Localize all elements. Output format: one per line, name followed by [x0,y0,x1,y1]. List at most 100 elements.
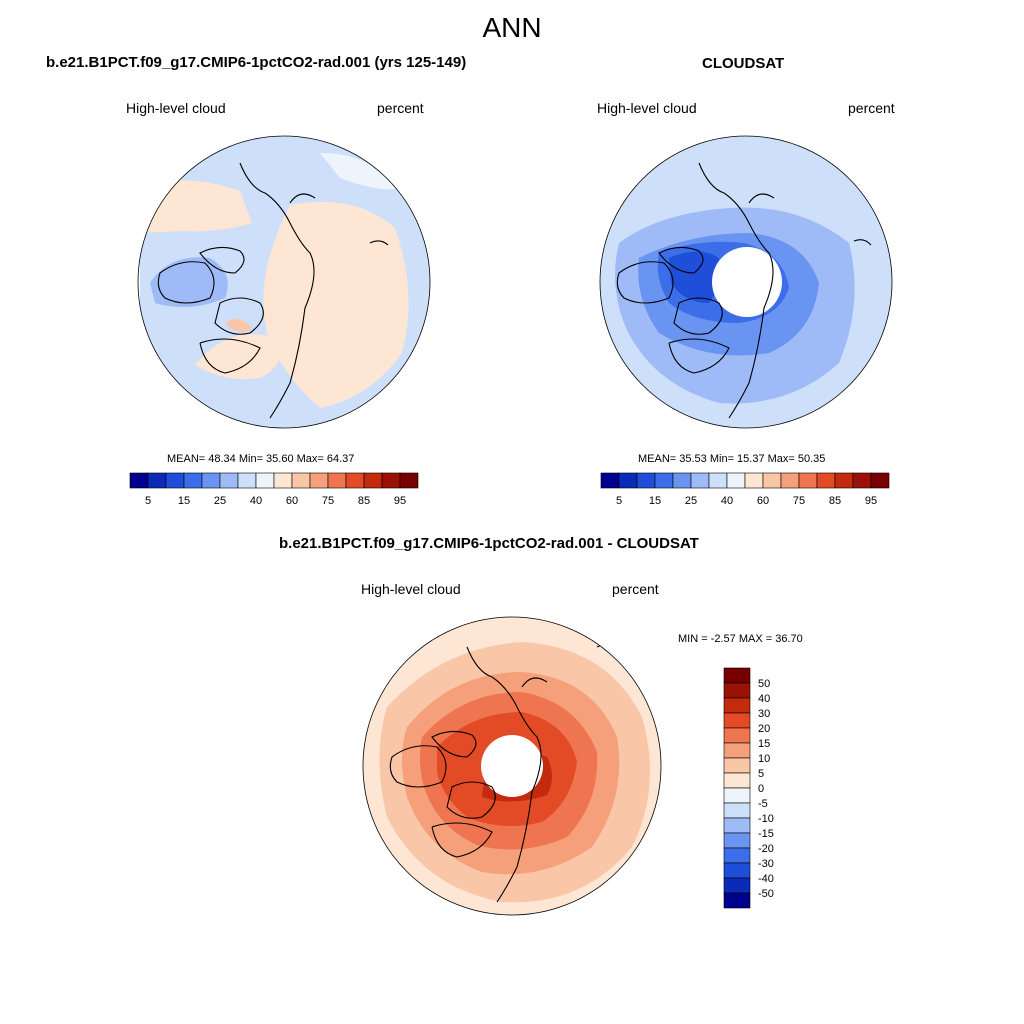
model-colorbar-swatch [237,472,257,489]
model-contour-high-america [195,334,280,380]
obs-colorbar-swatch [852,472,872,489]
diff-stats-text: MIN = -2.57 MAX = 36.70 [678,633,803,645]
model-colorbar-tick-label: 60 [286,495,298,507]
obs-colorbar-swatch [672,472,692,489]
model-variable-label: High-level cloud [126,100,226,116]
diff-colorbar-tick-label: 15 [758,738,770,750]
diff-colorbar-swatch [723,802,751,819]
obs-colorbar-tick-label: 25 [685,495,697,507]
diff-colorbar-swatch [723,697,751,714]
diff-colorbar-swatch [723,712,751,729]
model-colorbar-tick-label: 25 [214,495,226,507]
diff-colorbar-swatch [723,847,751,864]
diff-colorbar-tick-label: -10 [758,813,774,825]
model-colorbar-swatch [363,472,383,489]
diff-variable-label: High-level cloud [361,581,461,597]
diff-colorbar-tick-label: 50 [758,678,770,690]
model-contour-subtle-asia [320,153,400,190]
obs-stats-text: MEAN= 35.53 Min= 15.37 Max= 50.35 [638,453,826,465]
obs-colorbar-swatch [690,472,710,489]
diff-colorbar-tick-label: 30 [758,708,770,720]
diff-colorbar-swatch [723,817,751,834]
obs-colorbar-swatch [654,472,674,489]
model-colorbar-swatch [219,472,239,489]
model-colorbar: 5 15 25 40 60 75 85 95 [129,472,419,507]
model-colorbar-swatch [165,472,185,489]
model-colorbar-swatch [129,472,149,489]
obs-coastlines [616,162,872,419]
figure-title: ANN [482,12,542,43]
model-colorbar-swatch [399,472,419,489]
model-panel-title: b.e21.B1PCT.f09_g17.CMIP6-1pctCO2-rad.00… [46,54,467,71]
obs-variable-label: High-level cloud [597,100,697,116]
diff-colorbar-tick-label: -15 [758,828,774,840]
diff-panel-title: b.e21.B1PCT.f09_g17.CMIP6-1pctCO2-rad.00… [279,535,699,552]
obs-colorbar-tick-label: 95 [865,495,877,507]
diff-colorbar-swatch [723,862,751,879]
model-colorbar-swatch [183,472,203,489]
obs-colorbar-tick-label: 85 [829,495,841,507]
model-colorbar-tick-label: 85 [358,495,370,507]
diff-units-label: percent [612,581,659,597]
diff-colorbar-tick-label: -40 [758,873,774,885]
obs-colorbar-swatch [816,472,836,489]
diff-colorbar-tick-label: -20 [758,843,774,855]
obs-colorbar-swatch [762,472,782,489]
obs-panel-title: CLOUDSAT [702,55,785,72]
diff-colorbar-tick-label: 10 [758,753,770,765]
model-colorbar-swatch [309,472,329,489]
model-colorbar-swatch [201,472,221,489]
model-map-border [137,135,431,429]
obs-colorbar-swatch [708,472,728,489]
model-coastlines [157,162,389,419]
model-colorbar-swatch [273,472,293,489]
diff-polar-map [362,616,662,916]
diff-colorbar-swatch [723,727,751,744]
model-colorbar-tick-label: 95 [394,495,406,507]
model-contour-high-eurasia [263,201,409,408]
diff-colorbar-tick-label: 40 [758,693,770,705]
obs-colorbar-tick-label: 40 [721,495,733,507]
obs-colorbar-swatch [834,472,854,489]
model-stats-text: MEAN= 48.34 Min= 35.60 Max= 64.37 [167,453,355,465]
obs-colorbar: 5 15 25 40 60 75 85 95 [600,472,890,507]
diff-colorbar-swatch [723,757,751,774]
model-colorbar-swatch [381,472,401,489]
diff-colorbar-tick-label: -30 [758,858,774,870]
diff-colorbar-swatch [723,787,751,804]
diff-colorbar-swatch [723,742,751,759]
model-colorbar-tick-label: 40 [250,495,262,507]
diff-colorbar-swatch [723,877,751,894]
diff-colorbar-swatch [723,832,751,849]
diff-colorbar-swatch [723,772,751,789]
obs-polar-map [599,135,893,429]
obs-map-border [599,135,893,429]
obs-colorbar-swatch [618,472,638,489]
obs-colorbar-swatch [636,472,656,489]
obs-colorbar-swatch [798,472,818,489]
model-contour-peak [225,319,252,332]
model-contour-low-greenland [150,257,228,307]
obs-units-label: percent [848,100,895,116]
model-colorbar-tick-label: 5 [145,495,151,507]
model-polar-map [137,135,431,429]
model-colorbar-swatch [255,472,275,489]
obs-colorbar-swatch [870,472,890,489]
obs-colorbar-swatch [780,472,800,489]
obs-colorbar-tick-label: 75 [793,495,805,507]
model-colorbar-swatch [147,472,167,489]
obs-colorbar-tick-label: 15 [649,495,661,507]
diff-colorbar-tick-label: -5 [758,798,768,810]
model-colorbar-swatch [291,472,311,489]
model-units-label: percent [377,100,424,116]
diff-colorbar-tick-label: -50 [758,888,774,900]
diff-colorbar-swatch [723,667,751,684]
diff-missing-polar-hole [481,735,543,797]
diff-colorbar-swatch [723,892,751,909]
obs-colorbar-swatch [744,472,764,489]
obs-colorbar-swatch [600,472,620,489]
model-colorbar-tick-label: 75 [322,495,334,507]
diff-colorbar-swatch [723,682,751,699]
obs-missing-polar-hole [712,247,782,317]
